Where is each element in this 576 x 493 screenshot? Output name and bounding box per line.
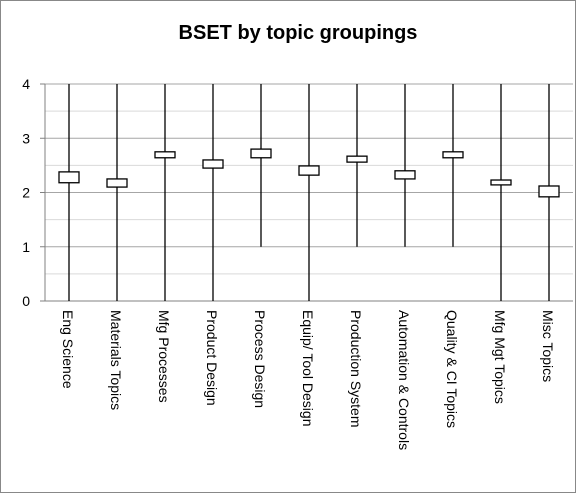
chart-title: BSET by topic groupings bbox=[179, 22, 418, 44]
box bbox=[298, 165, 320, 176]
x-tick-label: Misc Topics bbox=[540, 310, 556, 382]
box bbox=[250, 148, 272, 159]
box bbox=[442, 151, 464, 159]
x-tick-label: Process Design bbox=[252, 310, 268, 408]
box bbox=[394, 170, 416, 180]
x-tick-label: Production System bbox=[348, 310, 364, 428]
box bbox=[154, 151, 176, 159]
x-tick-label: Eng Science bbox=[60, 310, 76, 389]
x-tick-label: Automation & Controls bbox=[396, 310, 412, 450]
x-tick-label: Equip/ Tool Design bbox=[300, 310, 316, 426]
y-tick-label: 1 bbox=[22, 239, 30, 255]
box bbox=[58, 171, 80, 184]
y-tick-label: 3 bbox=[22, 130, 30, 146]
box bbox=[202, 159, 224, 169]
x-tick-label: Materials Topics bbox=[108, 310, 124, 410]
x-tick-label: Quality & CI Topics bbox=[444, 310, 460, 428]
y-tick-label: 4 bbox=[22, 76, 30, 92]
x-tick-label: Product Design bbox=[204, 310, 220, 406]
box bbox=[538, 185, 560, 198]
y-tick-label: 0 bbox=[22, 293, 30, 309]
box bbox=[106, 178, 128, 188]
x-tick-label: Mfg Processes bbox=[156, 310, 172, 403]
box bbox=[490, 179, 512, 186]
y-tick-label: 2 bbox=[22, 185, 30, 201]
box bbox=[346, 155, 368, 163]
x-tick-label: Mfg Mgt Topics bbox=[492, 310, 508, 404]
